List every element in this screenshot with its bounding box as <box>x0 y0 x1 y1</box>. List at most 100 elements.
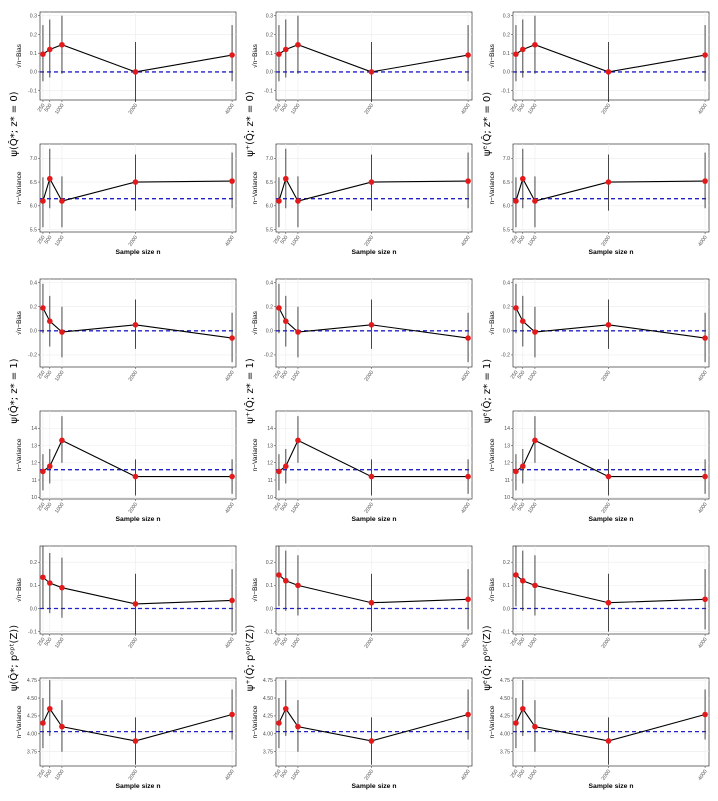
x-tick-label: 2000 <box>601 769 613 782</box>
y-tick-label: 4.25 <box>500 714 510 720</box>
data-point <box>40 305 46 311</box>
data-point <box>465 335 471 341</box>
data-point <box>513 720 519 726</box>
x-tick-label: 4000 <box>697 769 709 782</box>
x-tick-label: 250 <box>37 103 47 114</box>
data-point <box>132 738 139 744</box>
x-axis-label: Sample size n <box>116 783 161 790</box>
data-point <box>229 52 235 58</box>
y-axis-label: n−Variance <box>16 705 23 738</box>
row-label: ψᵉ(Q̂; z* = 0) <box>480 92 493 156</box>
data-point <box>605 599 612 606</box>
x-tick-label: 2000 <box>364 103 376 116</box>
x-tick-label: 2000 <box>601 370 613 383</box>
y-tick-label: 0.4 <box>503 280 510 286</box>
y-tick-label: 0.1 <box>503 51 510 57</box>
data-point <box>40 720 46 726</box>
panel-background <box>275 410 473 500</box>
y-axis-label: n−Variance <box>252 438 259 471</box>
y-tick-label: 0.2 <box>30 305 37 311</box>
data-point <box>283 46 289 53</box>
x-tick-label: 250 <box>510 637 520 648</box>
x-tick-label: 1000 <box>54 103 66 116</box>
data-point <box>295 582 301 589</box>
x-tick-label: 500 <box>44 769 54 780</box>
data-point <box>229 711 235 718</box>
y-tick-label: -0.1 <box>28 629 37 635</box>
x-tick-label: 500 <box>280 769 290 780</box>
x-axis-label: Sample size n <box>352 516 397 523</box>
y-tick-label: 7.0 <box>266 156 273 162</box>
data-point <box>47 318 53 324</box>
data-point <box>605 738 612 744</box>
data-point <box>520 175 526 182</box>
panel-background <box>275 143 473 233</box>
y-tick-label: -0.1 <box>501 88 510 94</box>
x-tick-label: 2000 <box>128 637 140 650</box>
data-point <box>520 318 526 324</box>
data-point <box>513 305 519 311</box>
panel-background <box>512 143 710 233</box>
y-tick-label: 7.0 <box>30 156 37 162</box>
y-tick-label: 0.4 <box>266 280 273 286</box>
x-tick-label: 250 <box>510 370 520 381</box>
y-tick-label: 3.75 <box>27 749 37 755</box>
x-tick-label: 500 <box>280 235 290 246</box>
x-tick-label: 500 <box>44 502 54 513</box>
y-tick-label: 12 <box>267 461 273 467</box>
y-tick-label: 13 <box>31 443 37 449</box>
data-point <box>532 329 538 335</box>
data-point <box>59 41 65 48</box>
y-axis-label: n−Variance <box>489 705 496 738</box>
data-point <box>368 322 375 328</box>
row-label: ψ(Q̂*; pᵒᵖᵗ(Z)) <box>7 625 20 691</box>
x-tick-label: 250 <box>273 769 283 780</box>
x-tick-label: 4000 <box>460 370 472 383</box>
data-point <box>132 473 139 480</box>
y-tick-label: 0.0 <box>266 606 273 612</box>
data-point <box>368 599 375 606</box>
data-point <box>368 473 375 480</box>
y-tick-label: 14 <box>504 426 510 432</box>
y-tick-label: 0.0 <box>503 606 510 612</box>
y-tick-label: -0.1 <box>28 88 37 94</box>
x-tick-label: 250 <box>510 235 520 246</box>
x-axis-label: Sample size n <box>116 249 161 256</box>
x-tick-label: 4000 <box>697 235 709 248</box>
data-point <box>295 198 301 204</box>
data-point <box>295 437 301 444</box>
x-tick-label: 500 <box>280 637 290 648</box>
data-point <box>532 437 538 444</box>
panel-background <box>39 11 237 101</box>
x-axis-label: Sample size n <box>352 783 397 790</box>
y-tick-label: -0.2 <box>28 353 37 359</box>
data-point <box>702 473 708 480</box>
data-point <box>465 178 471 184</box>
y-tick-label: 0.2 <box>266 32 273 38</box>
row-label: ψ⁺(Q̂; z* = 1) <box>243 358 256 424</box>
y-axis-label: √n−Bias <box>488 310 496 335</box>
y-axis-label: √n−Bias <box>488 43 496 68</box>
y-axis-label: n−Variance <box>252 705 259 738</box>
x-tick-label: 1000 <box>290 370 302 383</box>
x-tick-label: 2000 <box>128 502 140 515</box>
x-tick-label: 1000 <box>527 769 539 782</box>
x-tick-label: 4000 <box>224 235 236 248</box>
x-tick-label: 4000 <box>697 370 709 383</box>
data-point <box>465 711 471 718</box>
data-point <box>283 175 289 182</box>
x-tick-label: 1000 <box>290 502 302 515</box>
data-point <box>47 463 53 470</box>
x-tick-label: 500 <box>517 370 527 381</box>
data-point <box>229 178 235 184</box>
y-tick-label: 0.2 <box>30 560 37 566</box>
x-tick-label: 500 <box>517 235 527 246</box>
y-tick-label: 0.0 <box>30 70 37 76</box>
